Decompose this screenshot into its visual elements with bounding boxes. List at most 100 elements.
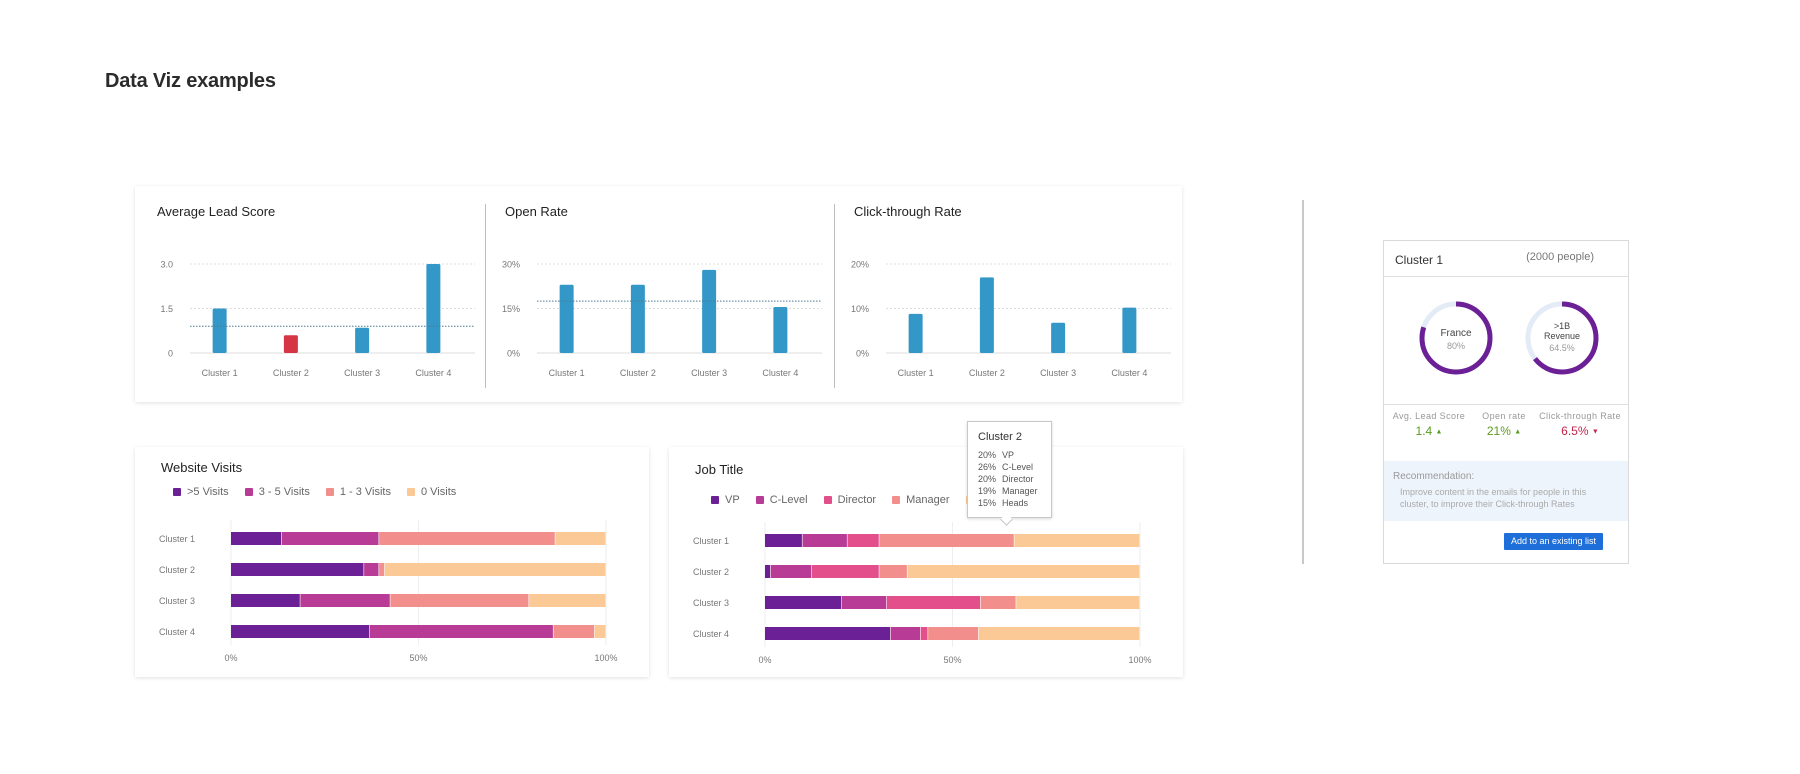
recommendation-title: Recommendation: bbox=[1393, 471, 1475, 482]
metric-value: 1.4 bbox=[1415, 424, 1433, 438]
bar-segment bbox=[770, 565, 812, 578]
website-visits-chart: Cluster 1 Cluster 2 Cluster 3 Cluster 4 0% 50… bbox=[159, 520, 618, 663]
y-tick-label: 3.0 bbox=[160, 260, 173, 270]
y-tick-label: 30% bbox=[502, 260, 520, 270]
legend-swatch bbox=[173, 488, 181, 496]
bar-segment bbox=[281, 532, 379, 545]
legend-label: 0 Visits bbox=[421, 486, 457, 498]
website-visits-card bbox=[135, 447, 649, 677]
y-tick-label: Cluster 4 bbox=[693, 629, 729, 639]
bar bbox=[212, 308, 227, 353]
legend-item: C-Level bbox=[755, 494, 808, 506]
trend-up-icon: ▲ bbox=[1435, 428, 1443, 436]
y-tick-label: 15% bbox=[502, 304, 520, 314]
bar-segment bbox=[231, 532, 282, 545]
x-tick-label: 0% bbox=[758, 655, 771, 665]
y-tick-label: 10% bbox=[851, 304, 869, 314]
bar-segment bbox=[886, 596, 981, 609]
open-rate-chart: 0% 15% 30% Cluster 1 Cluster 2 Cluster 3 Clust… bbox=[502, 260, 822, 378]
bar-segment bbox=[907, 565, 1140, 578]
ring-value: 80% bbox=[1447, 341, 1465, 351]
add-to-list-button[interactable]: Add to an existing list bbox=[1504, 533, 1603, 550]
bar-segment bbox=[231, 563, 364, 576]
tooltip-row: 20% Director bbox=[978, 474, 1034, 484]
legend-item: VP bbox=[711, 494, 740, 506]
y-tick-label: 20% bbox=[851, 260, 869, 270]
chart-title-open-rate: Open Rate bbox=[505, 204, 568, 219]
legend-item: Manager bbox=[892, 494, 950, 506]
job-title-chart: Cluster 1 Cluster 2 Cluster 3 Cluster 4 0% 50… bbox=[693, 522, 1152, 665]
y-tick-label: Cluster 1 bbox=[159, 534, 195, 544]
bar-segment bbox=[765, 596, 842, 609]
legend-item: Director bbox=[823, 494, 876, 506]
metric-click-through-rate: Click-through Rate 6.5% ▼ bbox=[1539, 411, 1621, 438]
lead-score-chart: 0 1.5 3.0 Cluster 1 Cluster 2 Cluster 3 Cluste… bbox=[160, 260, 475, 378]
section-divider bbox=[1302, 200, 1304, 564]
tooltip-title: Cluster 2 bbox=[978, 431, 1023, 443]
bar-segment bbox=[1014, 534, 1140, 547]
x-tick-label: Cluster 2 bbox=[620, 368, 656, 378]
chart-title-job-title: Job Title bbox=[695, 462, 744, 477]
summary-count: (2000 people) bbox=[1526, 251, 1594, 263]
ring-label: Revenue bbox=[1544, 331, 1580, 341]
y-tick-label: Cluster 1 bbox=[693, 536, 729, 546]
bar-segment bbox=[1016, 596, 1140, 609]
y-tick-label: 0 bbox=[168, 349, 173, 359]
y-tick-label: Cluster 3 bbox=[693, 598, 729, 608]
chart-divider bbox=[485, 204, 486, 388]
x-tick-label: Cluster 3 bbox=[691, 368, 727, 378]
bar bbox=[1122, 307, 1137, 353]
bar-segment bbox=[390, 594, 529, 607]
tooltip-row: 15% Heads bbox=[978, 498, 1029, 508]
bar-segment bbox=[369, 625, 553, 638]
bar-segment bbox=[379, 563, 385, 576]
recommendation-text: Improve content in the emails for people… bbox=[1400, 487, 1587, 509]
x-tick-label: 100% bbox=[594, 653, 617, 663]
ring-progress bbox=[1525, 301, 1599, 375]
x-tick-label: 0% bbox=[224, 653, 237, 663]
y-tick-label: Cluster 2 bbox=[693, 567, 729, 577]
legend-label: >5 Visits bbox=[187, 486, 229, 498]
bar-segment bbox=[529, 594, 606, 607]
bar-segment bbox=[231, 594, 300, 607]
chart-title-website-visits: Website Visits bbox=[161, 460, 243, 475]
bar-segment bbox=[978, 627, 1140, 640]
ring-label: >1B bbox=[1554, 321, 1570, 331]
legend-swatch bbox=[823, 496, 832, 504]
metric-avg-lead-score: Avg. Lead Score 1.4 ▲ bbox=[1392, 411, 1466, 438]
bar-segment bbox=[765, 627, 891, 640]
top-charts-card bbox=[135, 186, 1182, 402]
bar bbox=[702, 269, 717, 353]
bar-segment bbox=[553, 625, 595, 638]
bar bbox=[979, 277, 994, 353]
legend-swatch bbox=[244, 488, 253, 496]
bar-segment bbox=[231, 625, 370, 638]
bar-segment bbox=[594, 625, 606, 638]
bar-segment bbox=[379, 532, 555, 545]
legend-item: 0 Visits bbox=[407, 486, 456, 498]
bar-segment bbox=[555, 532, 606, 545]
metric-open-rate: Open rate 21% ▲ bbox=[1482, 411, 1526, 438]
legend-label: C-Level bbox=[769, 494, 808, 506]
tooltip-row: 26% C-Level bbox=[978, 462, 1034, 472]
bar bbox=[426, 264, 441, 353]
bar-segment bbox=[811, 565, 879, 578]
bar bbox=[773, 307, 788, 353]
bar-segment bbox=[847, 534, 879, 547]
trend-down-icon: ▼ bbox=[1591, 428, 1599, 436]
y-tick-label: Cluster 2 bbox=[159, 565, 195, 575]
page-title: Data Viz examples bbox=[105, 70, 276, 92]
legend-swatch bbox=[407, 488, 415, 496]
legend-swatch bbox=[325, 488, 334, 496]
chart-title-lead-score: Average Lead Score bbox=[157, 204, 276, 219]
website-visits-legend: >5 Visits 3 - 5 Visits 1 - 3 Visits 0 Visit… bbox=[173, 486, 472, 498]
bar-segment bbox=[879, 534, 1014, 547]
bar-segment bbox=[300, 594, 390, 607]
x-tick-label: Cluster 3 bbox=[344, 368, 380, 378]
summary-header: Cluster 1 (2000 people) bbox=[1384, 241, 1628, 277]
bar-segment bbox=[364, 563, 379, 576]
cluster-summary-card: Cluster 1 (2000 people) France 80% >1B Reve… bbox=[1383, 240, 1629, 564]
legend-label: 3 - 5 Visits bbox=[258, 486, 310, 498]
bar-segment bbox=[920, 627, 928, 640]
